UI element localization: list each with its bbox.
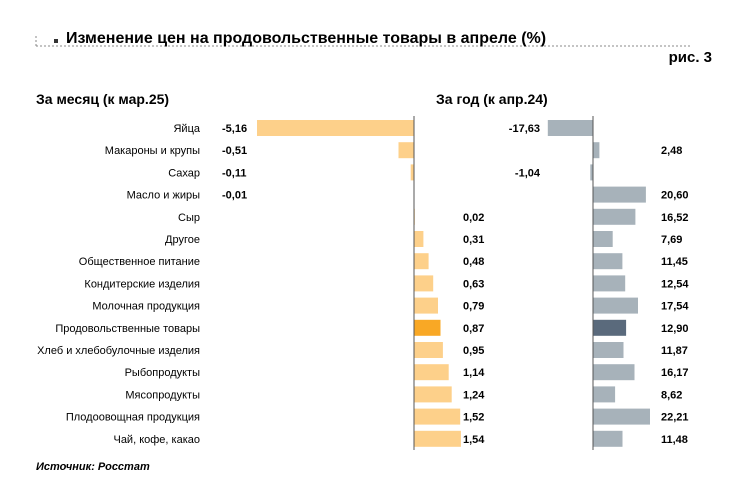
year-value-label: 2,48	[661, 145, 682, 157]
category-label: Макароны и крупы	[105, 145, 200, 157]
month-value-label: 1,54	[463, 434, 485, 446]
category-label: Чай, кофе, какао	[113, 434, 200, 446]
month-bar	[414, 275, 434, 292]
month-value-label: 0,48	[463, 256, 484, 268]
year-value-label: -1,04	[515, 167, 541, 179]
month-value-label: 0,31	[463, 234, 484, 246]
year-value-label: 11,87	[661, 345, 688, 357]
year-value-label: 11,48	[661, 434, 688, 446]
year-value-label: 12,54	[661, 278, 689, 290]
figure-label: рис. 3	[669, 49, 712, 66]
category-label: Плодоовощная продукция	[66, 412, 200, 424]
month-bar	[414, 342, 443, 358]
year-bar	[593, 364, 635, 381]
year-value-label: 12,90	[661, 323, 689, 335]
year-bar	[593, 142, 600, 159]
month-bar	[414, 297, 438, 314]
year-bar	[593, 186, 646, 203]
year-bar	[593, 408, 650, 425]
month-panel-title: За месяц (к мар.25)	[36, 91, 169, 107]
year-bar	[590, 164, 593, 181]
month-value-label: -0,01	[222, 190, 247, 202]
month-value-label: -0,11	[222, 167, 246, 179]
year-value-label: 11,45	[661, 256, 688, 268]
month-bar	[414, 319, 441, 336]
category-label: Другое	[165, 234, 200, 246]
year-value-label: 16,52	[661, 212, 689, 224]
chart-title: Изменение цен на продовольственные товар…	[66, 30, 546, 47]
month-value-label: 0,02	[463, 212, 484, 224]
category-label: Масло и жиры	[127, 190, 200, 202]
category-label: Яйца	[173, 123, 200, 135]
category-label: Мясопродукты	[125, 389, 200, 401]
month-value-label: 1,24	[463, 389, 485, 401]
year-value-label: -17,63	[509, 123, 540, 135]
month-bar	[414, 253, 429, 270]
category-label: Сахар	[168, 167, 200, 179]
year-value-label: 7,69	[661, 234, 682, 246]
year-bar	[593, 430, 623, 447]
source-note: Источник: Росстат	[36, 461, 150, 473]
title-bracket	[35, 36, 690, 47]
category-label: Продовольственные товары	[55, 323, 200, 335]
month-value-label: -0,51	[222, 145, 247, 157]
year-value-label: 22,21	[661, 412, 689, 424]
bars-group: Яйца -5,16 Макароны и крупы -0,51 Сахар -0,11…	[37, 120, 689, 447]
year-bar	[593, 297, 638, 314]
month-bar	[414, 430, 461, 447]
title-marker	[54, 39, 58, 43]
month-value-label: -5,16	[222, 123, 247, 135]
category-label: Рыбопродукты	[125, 367, 201, 379]
category-label: Сыр	[178, 212, 200, 224]
year-bar	[547, 120, 593, 136]
month-bar	[257, 120, 414, 136]
month-bar	[414, 386, 452, 403]
month-bar	[410, 164, 414, 181]
month-value-label: 0,79	[463, 301, 484, 313]
year-value-label: 20,60	[661, 190, 689, 202]
year-value-label: 8,62	[661, 389, 682, 401]
year-bar	[593, 208, 636, 225]
year-panel-title: За год (к апр.24)	[436, 91, 548, 107]
month-bar	[398, 142, 414, 159]
category-label: Кондитерские изделия	[84, 278, 200, 290]
year-bar	[593, 231, 613, 247]
year-bar	[593, 319, 627, 336]
month-bar	[414, 408, 461, 425]
month-value-label: 0,87	[463, 323, 484, 335]
month-bar	[414, 231, 424, 247]
year-bar	[593, 342, 624, 358]
year-bar	[593, 275, 626, 292]
year-value-label: 16,17	[661, 367, 689, 379]
month-bar	[414, 364, 449, 381]
month-value-label: 0,63	[463, 278, 484, 290]
year-value-label: 17,54	[661, 301, 689, 313]
year-bar	[593, 253, 623, 270]
category-label: Хлеб и хлебобулочные изделия	[37, 345, 200, 357]
category-label: Молочная продукция	[92, 301, 200, 313]
month-value-label: 1,52	[463, 412, 484, 424]
category-label: Общественное питание	[79, 256, 200, 268]
month-value-label: 1,14	[463, 367, 485, 379]
year-bar	[593, 386, 616, 403]
month-value-label: 0,95	[463, 345, 484, 357]
